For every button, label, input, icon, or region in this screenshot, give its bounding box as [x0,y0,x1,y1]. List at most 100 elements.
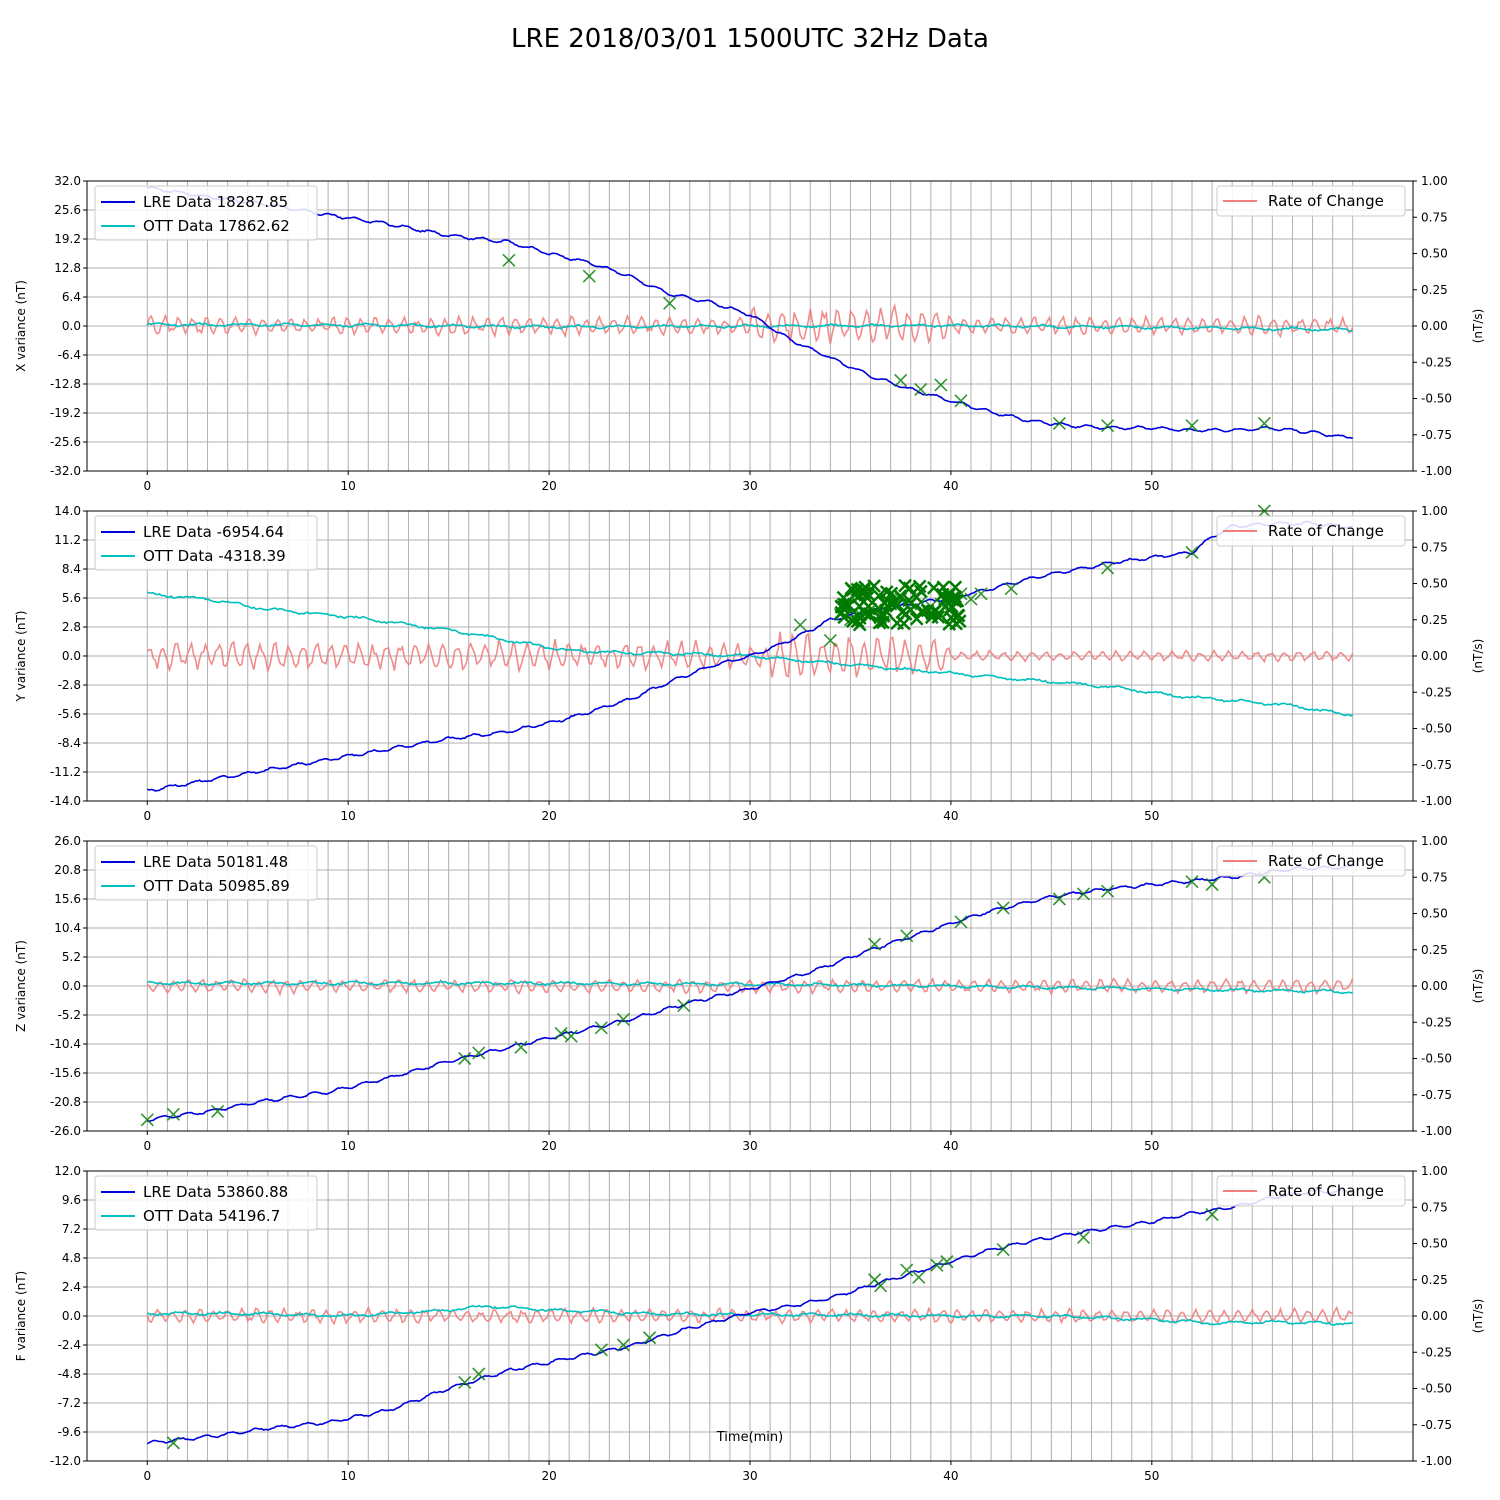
spike-markers [793,504,1271,648]
y2-tick-label: -0.25 [1421,1015,1452,1029]
spike-marker [594,1343,608,1357]
spike-marker [1205,1207,1219,1222]
y-axis-label: F variance (nT) [14,1271,28,1362]
spike-marker [1185,545,1199,559]
legend-data: LRE Data 18287.85 OTT Data 17862.62 [94,185,318,241]
legend-box [1216,185,1406,217]
spike-marker [1101,884,1115,898]
y-tick-label: 12.0 [54,1164,81,1178]
y-tick-label: -32.0 [50,464,81,478]
spike-marker [1004,582,1018,596]
y2-tick-label: -0.50 [1421,1382,1452,1396]
x-tick-label: 30 [742,479,757,493]
y2-tick-label: -0.75 [1421,428,1452,442]
spike-markers [166,1207,1219,1450]
spike-marker [894,373,908,387]
spike-marker [931,606,946,620]
panel-y: 14.0 11.2 8.4 5.6 2.8 0.0 -2.8 -5.6 -8.4 -11.2 -14… [14,504,1485,823]
y2-tick-label: -1.00 [1421,1454,1452,1468]
y-tick-label: 15.6 [54,892,81,906]
legend-rate-label: Rate of Change [1268,1182,1384,1200]
spike-marker [514,1040,528,1054]
panel-z: 26.0 20.8 15.6 10.4 5.2 0.0 -5.2 -10.4 -15.6 -20.… [14,834,1485,1153]
legend-ott-label: OTT Data 50985.89 [143,877,290,895]
spike-marker [893,589,908,603]
spike-marker [879,585,894,599]
x-tick-label: 40 [943,1469,958,1483]
spike-marker [458,1051,472,1066]
spike-marker [940,1255,954,1269]
y2-tick-label: -0.50 [1421,392,1452,406]
y2-tick-label: -0.50 [1421,1052,1452,1066]
spike-marker [1052,416,1066,430]
y2-tick-label: -0.25 [1421,685,1452,699]
panel-f: 12.0 9.6 7.2 4.8 2.4 0.0 -2.4 -4.8 -7.2 -9.6 -12.0… [14,1164,1485,1483]
spike-marker [996,901,1010,915]
y-tick-label: -5.2 [58,1008,81,1022]
y-tick-label: -5.6 [58,707,81,721]
y2-tick-label: 0.50 [1421,1237,1448,1251]
spike-marker [1076,887,1091,901]
y2-tick-label: -1.00 [1421,464,1452,478]
y-tick-label: 8.4 [62,562,81,576]
legend-data: LRE Data 50181.48 OTT Data 50985.89 [94,845,318,901]
y2-tick-label: 0.75 [1421,210,1448,224]
legend-box [94,185,318,241]
ott-data-line [146,322,1353,332]
y-tick-label: 7.2 [62,1222,81,1236]
legend-rate: Rate of Change [1216,1175,1406,1207]
spike-marker [890,616,905,631]
x-tick-label: 10 [341,479,356,493]
rate-of-change-line [146,631,1354,678]
y-axis-label: X variance (nT) [14,280,28,372]
y-tick-label: -9.6 [58,1425,81,1439]
x-tick-label: 10 [341,1469,356,1483]
spike-marker [472,1046,486,1060]
x-tick-label: 10 [341,809,356,823]
spike-marker [883,596,897,610]
y-tick-label: -6.4 [58,348,81,362]
x-tick-label: 0 [143,809,151,823]
spike-marker [472,1367,486,1381]
y2-axis-label: (nT/s) [1471,969,1485,1004]
legend-lre-label: LRE Data 50181.48 [143,853,288,871]
spike-markers [140,870,1271,1127]
spike-marker [914,382,928,397]
legend-rate-label: Rate of Change [1268,852,1384,870]
spike-marker [1205,877,1219,892]
y2-tick-label: 1.00 [1421,834,1448,848]
y-tick-label: 9.6 [62,1193,81,1207]
x-tick-label: 20 [541,479,556,493]
y-tick-label: 20.8 [54,863,81,877]
legend-data: LRE Data -6954.64 OTT Data -4318.39 [94,515,318,571]
y2-tick-label: 0.25 [1421,1273,1448,1287]
legend-rate-label: Rate of Change [1268,522,1384,540]
spike-marker [1257,504,1271,518]
spike-marker [616,1338,630,1352]
spike-marker [458,1375,472,1390]
legend-ott-label: OTT Data -4318.39 [143,547,286,565]
y2-tick-label: 0.25 [1421,283,1448,297]
y2-tick-label: 0.75 [1421,540,1448,554]
lre-data-line [147,185,1353,440]
x-tick-label: 0 [143,1469,151,1483]
y-tick-label: 4.8 [62,1251,81,1265]
legend-rate: Rate of Change [1216,845,1406,877]
spike-marker [974,587,988,601]
y-tick-label: -2.8 [58,678,81,692]
y-axis-label: Y variance (nT) [14,611,28,703]
spike-marker [166,1107,180,1121]
spike-marker [951,608,966,623]
y-tick-label: 0.0 [62,649,81,663]
y-tick-label: -20.8 [50,1095,81,1109]
y2-tick-label: 0.00 [1421,979,1448,993]
legend-data: LRE Data 53860.88 OTT Data 54196.7 [94,1175,318,1231]
spike-marker [912,1270,926,1284]
y2-axis-label: (nT/s) [1471,639,1485,674]
x-tick-label: 30 [742,809,757,823]
y-axis-label: Z variance (nT) [14,940,28,1032]
spike-marker [642,1331,657,1345]
spike-marker [852,588,867,603]
y2-tick-label: 0.25 [1421,943,1448,957]
